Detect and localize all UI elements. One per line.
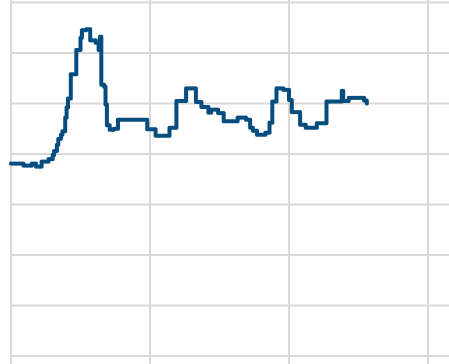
gridlines <box>10 0 449 364</box>
plot-area <box>9 27 369 169</box>
series-line <box>9 27 369 169</box>
